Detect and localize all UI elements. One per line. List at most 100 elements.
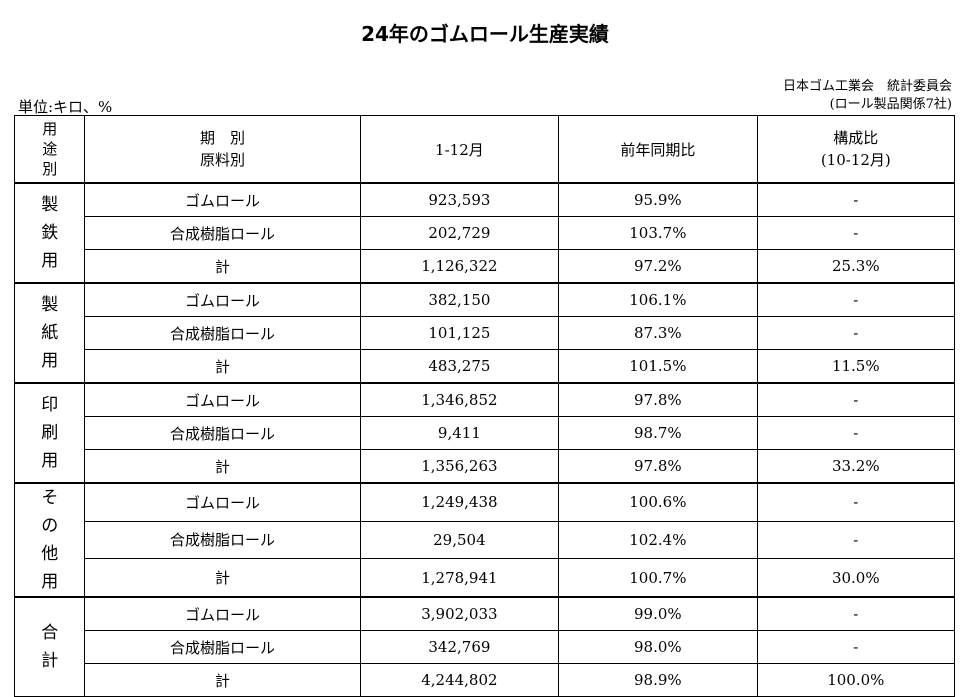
yoy-cell: 97.8% (558, 382, 758, 417)
group-label-char: 用 (41, 351, 59, 371)
table-row: 製鉄用ゴムロール 923,593 95.9% - (13, 182, 956, 284)
share-cell: 100.0% (756, 663, 956, 697)
value-cell: 9,411 (359, 416, 560, 450)
header-category-line: 期 別 (200, 129, 246, 147)
material-cell: 合成樹脂ロール (84, 630, 361, 664)
value-cell: 382,150 (359, 282, 560, 317)
group-label-char: の (41, 516, 59, 536)
group-label-char: 刷 (41, 423, 59, 443)
material-cell: ゴムロール (84, 481, 361, 522)
value-cell: 1,346,852 (359, 382, 560, 417)
yoy-cell: 100.6% (558, 481, 758, 522)
value-cell: 483,275 (359, 349, 560, 384)
material-cell: 合成樹脂ロール (84, 520, 361, 560)
source-note: 日本ゴム工業会 統計委員会 (ロール製品関係7社) (783, 78, 952, 114)
material-cell: ゴムロール (84, 596, 361, 631)
header-usage-char: 途 (42, 140, 58, 158)
group-label-char: 用 (41, 451, 59, 471)
material-cell: ゴムロール (84, 282, 361, 317)
share-cell: - (756, 520, 956, 560)
production-table: 用 途 別 期 別 原料別 1-12月 前年同期比 構成比 (10-12月) 製… (13, 115, 956, 697)
group-label: 合計 (13, 596, 86, 697)
yoy-cell: 98.7% (558, 416, 758, 450)
yoy-cell: 97.2% (558, 249, 758, 284)
yoy-cell: 106.1% (558, 282, 758, 317)
table-row: 合成樹脂ロール 9,411 98.7% - (15, 416, 956, 450)
group-label: 製紙用 (13, 282, 86, 384)
unit-label: 単位:キロ、% (18, 98, 113, 116)
share-cell: 33.2% (756, 449, 956, 484)
table-row: その他用ゴムロール 1,249,438 100.6% - (13, 481, 956, 598)
material-cell: 計 (84, 249, 361, 284)
value-cell: 1,278,941 (359, 558, 560, 598)
value-cell: 4,244,802 (359, 663, 560, 697)
yoy-cell: 99.0% (558, 596, 758, 631)
material-cell: 計 (84, 449, 361, 484)
value-cell: 29,504 (359, 520, 560, 560)
table-row: 計 1,356,263 97.8% 33.2% (15, 449, 956, 484)
header-usage-char: 別 (42, 160, 58, 178)
table-row: 計 483,275 101.5% 11.5% (15, 349, 956, 384)
share-cell: - (756, 316, 956, 350)
value-cell: 923,593 (359, 182, 560, 217)
header-share-line: 構成比 (833, 129, 879, 147)
yoy-cell: 103.7% (558, 216, 758, 250)
group-label-char: 製 (41, 195, 59, 215)
share-cell: - (756, 382, 956, 417)
group-label-char: 鉄 (41, 223, 59, 243)
header-usage: 用 途 別 (13, 115, 86, 184)
value-cell: 202,729 (359, 216, 560, 250)
table-row: 合成樹脂ロール 342,769 98.0% - (15, 630, 956, 664)
table-row: 計 1,278,941 100.7% 30.0% (15, 558, 956, 598)
yoy-cell: 100.7% (558, 558, 758, 598)
header-yoy: 前年同期比 (558, 115, 758, 184)
group-label-char: 用 (41, 572, 59, 592)
header-category-line: 原料別 (200, 151, 246, 169)
table-row: 合成樹脂ロール 101,125 87.3% - (15, 316, 956, 350)
table-body: 製鉄用ゴムロール 923,593 95.9% - 合成樹脂ロール 202,729 103.7… (13, 182, 956, 697)
yoy-cell: 98.0% (558, 630, 758, 664)
group-label-char: 製 (41, 295, 59, 315)
header-usage-char: 用 (42, 120, 58, 138)
header-share-line: (10-12月) (820, 151, 891, 169)
material-cell: 合成樹脂ロール (84, 216, 361, 250)
share-cell: - (756, 596, 956, 631)
yoy-cell: 87.3% (558, 316, 758, 350)
share-cell: 11.5% (756, 349, 956, 384)
material-cell: ゴムロール (84, 382, 361, 417)
header-period: 1-12月 (359, 115, 560, 184)
value-cell: 1,356,263 (359, 449, 560, 484)
table-row: 製紙用ゴムロール 382,150 106.1% - (13, 282, 956, 384)
material-cell: 合成樹脂ロール (84, 416, 361, 450)
group-label: その他用 (13, 482, 86, 598)
yoy-cell: 101.5% (558, 349, 758, 384)
share-cell: - (756, 416, 956, 450)
yoy-cell: 97.8% (558, 449, 758, 484)
table-row: 合成樹脂ロール 29,504 102.4% - (15, 520, 956, 560)
table-row: 合計ゴムロール 3,902,033 99.0% - (13, 596, 956, 697)
source-org: 日本ゴム工業会 統計委員会 (782, 79, 952, 94)
group-label-char: 合 (41, 623, 59, 643)
share-cell: - (756, 282, 956, 317)
group-label-char: 用 (41, 251, 59, 271)
table-row: 計 1,126,322 97.2% 25.3% (15, 249, 956, 284)
table-row: 合成樹脂ロール 202,729 103.7% - (15, 216, 956, 250)
yoy-cell: 102.4% (558, 520, 758, 560)
share-cell: 30.0% (756, 558, 956, 598)
header-share: 構成比 (10-12月) (756, 115, 956, 184)
source-scope: (ロール製品関係7社) (829, 97, 952, 112)
share-cell: 25.3% (756, 249, 956, 284)
value-cell: 1,249,438 (359, 481, 560, 522)
group-label: 印刷用 (13, 382, 86, 484)
group-label-char: 紙 (41, 323, 59, 343)
table-row: 印刷用ゴムロール 1,346,852 97.8% - (13, 382, 956, 484)
share-cell: - (756, 630, 956, 664)
value-cell: 101,125 (359, 316, 560, 350)
table-row: 計 4,244,802 98.9% 100.0% (15, 663, 956, 697)
value-cell: 1,126,322 (359, 249, 560, 284)
material-cell: 計 (84, 558, 361, 598)
group-label: 製鉄用 (13, 182, 86, 284)
material-cell: ゴムロール (84, 182, 361, 217)
group-label-char: 計 (41, 651, 59, 671)
share-cell: - (756, 216, 956, 250)
